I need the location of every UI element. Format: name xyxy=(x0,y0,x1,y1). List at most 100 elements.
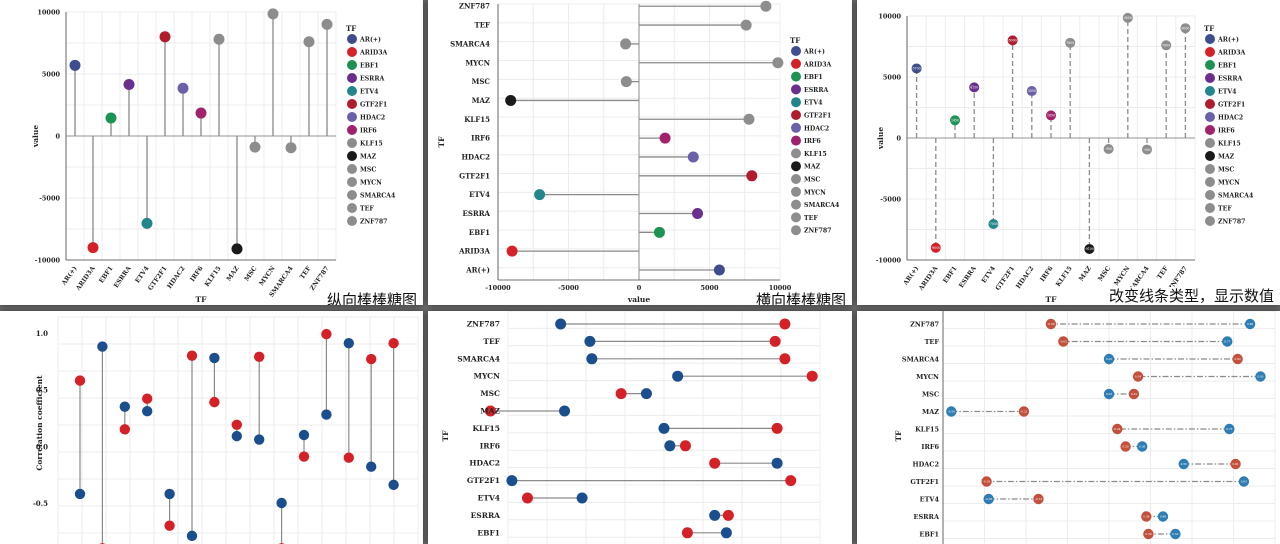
legend-label-klf15: KLF15 xyxy=(360,141,383,148)
point-blue-0 xyxy=(74,488,86,500)
x-tick-label-irf6: IRF6 xyxy=(1039,265,1055,283)
y-tick-label-tef: TEF xyxy=(474,21,490,30)
legend-key-gtf2f1 xyxy=(1205,99,1215,109)
legend-key-hdac2 xyxy=(1205,112,1215,122)
point-blue-irf6 xyxy=(664,440,676,452)
y-axis-label: TF xyxy=(894,430,903,442)
value-label-red-irf6: 0.28 xyxy=(1122,445,1128,449)
legend-label-irf6: IRF6 xyxy=(1218,128,1235,135)
point-red-znf787 xyxy=(1045,318,1057,330)
x-axis-label: TF xyxy=(1046,295,1058,304)
horizontal-lollipop-chart: -10000 -5000 0 5000 10000 TF value AR(+) ARID3A E… xyxy=(437,0,840,304)
point-irf6 xyxy=(195,107,207,119)
point-ebf1 xyxy=(950,115,960,126)
point-blue-ebf1 xyxy=(1170,528,1181,540)
point-tef xyxy=(740,19,752,31)
value-label-red-klf15: 0.24 xyxy=(1114,427,1120,431)
x-tick-label: 0 xyxy=(637,284,642,292)
legend-key-irf6 xyxy=(791,135,801,146)
point-red-hdac2 xyxy=(709,457,721,469)
point-blue-9 xyxy=(276,497,287,509)
y-tick-label: -5000 xyxy=(39,195,60,203)
point-msc xyxy=(249,141,261,153)
y-tick-label: 10000 xyxy=(878,13,901,21)
y-tick-label: -10000 xyxy=(35,257,61,265)
legend-key-msc xyxy=(1205,164,1215,174)
legend-key-mycn xyxy=(791,186,801,197)
legend-label-znf787: ZNF787 xyxy=(1218,219,1245,226)
value-label-esrra: 4150 xyxy=(970,86,978,90)
legend-label-mycn: MYCN xyxy=(804,189,826,196)
point-blue-msc xyxy=(1103,388,1115,400)
legend-label-maz: MAZ xyxy=(1218,154,1235,161)
point-red-gtf2f1 xyxy=(981,476,992,487)
point-blue-ebf1 xyxy=(720,527,732,539)
point-red-gtf2f1 xyxy=(785,475,797,487)
point-arid3a xyxy=(87,242,99,254)
x-tick-label-ar: AR(+) xyxy=(902,265,921,287)
y-tick-label-mycn: MYCN xyxy=(916,373,939,381)
point-blue-6 xyxy=(209,352,220,364)
y-tick-label-gtf2f1: GTF2F1 xyxy=(467,476,500,485)
y-tick-label: -0.5 xyxy=(33,499,48,508)
point-znf787 xyxy=(321,18,333,30)
legend-key-msc xyxy=(791,174,801,184)
legend-label-ebf1: EBF1 xyxy=(360,63,379,70)
legend-key-smarca4 xyxy=(1205,190,1215,200)
point-blue-gtf2f1 xyxy=(506,475,518,487)
value-label-blue-etv4: -0.38 xyxy=(985,497,992,501)
value-label-etv4: -7050 xyxy=(989,222,998,226)
value-label-maz: -9100 xyxy=(1085,247,1094,251)
point-blue-gtf2f1 xyxy=(1238,476,1250,487)
point-mycn xyxy=(1122,12,1133,23)
legend-key-znf787 xyxy=(347,216,357,226)
value-label-red-mycn: 0.34 xyxy=(1135,375,1141,379)
point-maz xyxy=(1084,244,1095,255)
legend-label-klf15: KLF15 xyxy=(804,151,827,158)
point-esrra xyxy=(692,207,704,219)
point-red-10 xyxy=(298,451,310,462)
legend-label-ar: AR(+) xyxy=(1217,37,1239,44)
y-tick-label: 1.0 xyxy=(36,329,48,338)
value-label-red-smarca4: 0.82 xyxy=(1235,357,1241,361)
point-red-klf15 xyxy=(1112,423,1123,435)
y-tick-label-hdac2: HDAC2 xyxy=(461,152,490,161)
point-arid3a xyxy=(506,245,518,257)
point-ar xyxy=(713,264,725,276)
value-label-blue-mycn: 0.93 xyxy=(1257,375,1263,379)
point-red-tef xyxy=(769,335,781,347)
legend-key-ebf1 xyxy=(1205,60,1215,70)
point-red-msc xyxy=(615,388,627,400)
point-red-2 xyxy=(119,424,130,435)
x-tick-label-maz: MAZ xyxy=(1078,265,1093,283)
y-tick-label: 5000 xyxy=(42,71,61,79)
legend-key-esrra xyxy=(347,73,357,83)
y-tick-label-esrra: ESRRA xyxy=(471,511,501,520)
legend-key-maz xyxy=(791,161,801,172)
point-red-etv4 xyxy=(522,492,533,504)
value-label-blue-znf787: 0.88 xyxy=(1247,322,1253,326)
y-tick-label-klf15: KLF15 xyxy=(472,424,500,433)
value-label-blue-maz: -0.56 xyxy=(948,410,955,414)
legend-label-esrra: ESRRA xyxy=(360,76,384,83)
legend-key-tef xyxy=(1205,203,1215,213)
legend-label-ar: AR(+) xyxy=(803,49,825,56)
y-tick-label-etv4: ETV4 xyxy=(920,496,940,504)
legend-title: TF xyxy=(1204,24,1214,33)
x-tick-label-etv4: ETV4 xyxy=(981,265,998,285)
point-red-7 xyxy=(231,419,242,430)
value-label-blue-esrra: 0.46 xyxy=(1160,515,1166,519)
x-tick-label-tef: TEF xyxy=(1156,265,1170,281)
legend-label-ebf1: EBF1 xyxy=(804,74,823,81)
legend-key-mycn xyxy=(1205,177,1215,187)
point-blue-irf6 xyxy=(1137,441,1148,452)
y-tick-label-tef: TEF xyxy=(483,337,500,346)
y-tick-label: -5000 xyxy=(880,196,901,204)
legend-label-tef: TEF xyxy=(360,206,374,213)
point-red-maz xyxy=(1018,406,1030,417)
x-tick-label-mycn: MYCN xyxy=(258,265,277,287)
value-label-blue-hdac2: 0.56 xyxy=(1181,462,1187,466)
point-ar xyxy=(911,63,922,74)
point-red-smarca4 xyxy=(779,353,791,365)
x-tick-label-msc: MSC xyxy=(1097,265,1112,283)
